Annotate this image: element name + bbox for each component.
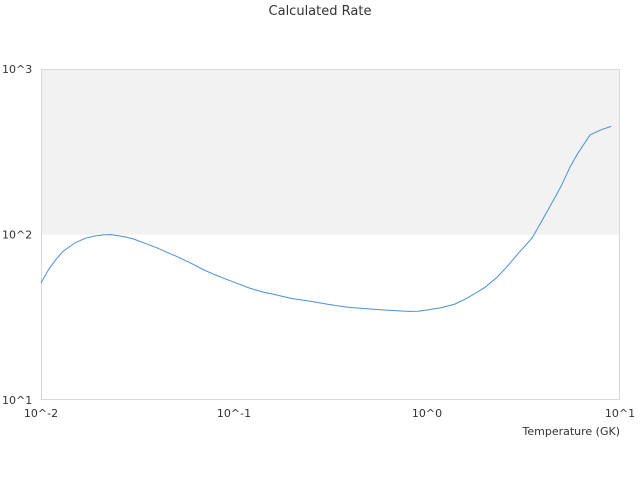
- x-axis-title: Temperature (GK): [522, 425, 621, 438]
- y-axis-ticks: 10^1 10^2 10^3: [2, 63, 32, 407]
- x-tick-label: 10^1: [605, 407, 635, 420]
- y-tick-label: 10^3: [2, 63, 32, 76]
- x-axis-ticks: 10^-2 10^-1 10^0 10^1: [24, 407, 635, 420]
- shaded-band: [41, 69, 620, 235]
- series-layer: [40, 125, 612, 312]
- chart-title: Calculated Rate: [268, 4, 372, 19]
- y-tick-label: 10^1: [2, 394, 32, 407]
- x-tick-label: 10^-1: [217, 407, 251, 420]
- series-line: [40, 125, 612, 312]
- plot-frame: [41, 69, 620, 400]
- x-tick-label: 10^-2: [24, 407, 58, 420]
- y-tick-label: 10^2: [2, 229, 32, 242]
- x-tick-label: 10^0: [412, 407, 442, 420]
